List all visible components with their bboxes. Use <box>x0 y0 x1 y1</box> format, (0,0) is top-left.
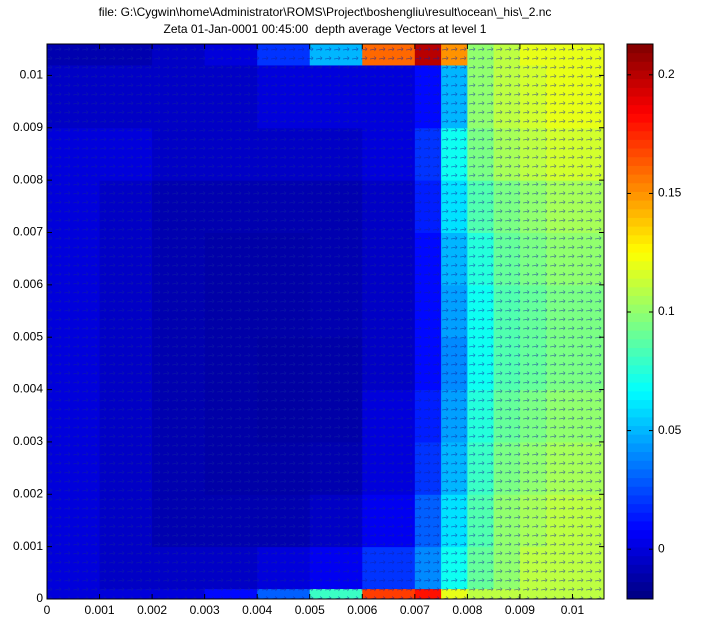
colorbar-box <box>626 43 654 600</box>
colorbar-swatch <box>627 208 653 218</box>
colorbar-swatch <box>627 174 653 184</box>
colorbar-swatch <box>627 200 653 210</box>
y-tick-label: 0.002 <box>13 486 43 500</box>
colorbar-swatch <box>627 347 653 357</box>
colorbar-tick-label: 0.2 <box>658 67 675 81</box>
colorbar-swatch <box>627 304 653 314</box>
colorbar-swatch <box>627 538 653 548</box>
colorbar-swatch <box>627 286 653 296</box>
colorbar-swatch <box>627 581 653 591</box>
colorbar-swatch <box>627 156 653 166</box>
colorbar-swatch <box>627 96 653 106</box>
colorbar-swatch <box>627 373 653 383</box>
y-tick-label: 0.004 <box>13 382 43 396</box>
y-tick-label: 0.001 <box>13 539 43 553</box>
colorbar-swatch <box>627 70 653 80</box>
y-tick-label: 0.008 <box>13 172 43 186</box>
colorbar-tick-label: 0.15 <box>658 186 682 200</box>
colorbar-swatch <box>627 78 653 88</box>
chart-subtitle: Zeta 01-Jan-0001 00:45:00 depth average … <box>164 22 487 36</box>
colorbar-swatch <box>627 87 653 97</box>
colorbar-swatch <box>627 416 653 427</box>
y-tick-label: 0.01 <box>20 68 44 82</box>
colorbar-swatch <box>627 278 653 288</box>
colorbar-swatch <box>627 520 653 531</box>
colorbar-swatch <box>627 460 653 470</box>
colorbar-swatch <box>627 165 653 175</box>
colorbar-swatch <box>627 529 653 539</box>
colorbar-tick-label: 0 <box>658 541 665 555</box>
colorbar-swatch <box>627 425 653 435</box>
colorbar-swatch <box>627 312 653 322</box>
colorbar-swatch <box>627 122 653 132</box>
y-tick-label: 0 <box>36 591 43 605</box>
colorbar-swatch <box>627 139 653 149</box>
colorbar-swatch <box>627 252 653 262</box>
y-tick-label: 0.007 <box>13 225 43 239</box>
x-tick-label: 0.002 <box>137 603 167 617</box>
colorbar-swatch <box>627 226 653 236</box>
colorbar-swatch <box>627 364 653 375</box>
colorbar-swatch <box>627 434 653 444</box>
chart-title: file: G:\Cygwin\home\Administrator\ROMS\… <box>99 5 552 19</box>
y-tick-label: 0.009 <box>13 120 43 134</box>
colorbar-swatch <box>627 243 653 253</box>
colorbar-swatch <box>627 399 653 409</box>
colorbar-swatch <box>627 356 653 366</box>
colorbar-swatch <box>627 148 653 158</box>
colorbar-swatch <box>627 590 653 600</box>
colorbar-swatch <box>627 555 653 565</box>
x-tick-label: 0.008 <box>452 603 482 617</box>
colorbar-tick-label: 0.05 <box>658 423 682 437</box>
colorbar-swatch <box>627 130 653 140</box>
y-tick-label: 0.006 <box>13 277 43 291</box>
colorbar-swatch <box>627 330 653 340</box>
colorbar-swatch <box>627 390 653 401</box>
colorbar-tick-label: 0.1 <box>658 304 675 318</box>
colorbar-swatch <box>627 477 653 487</box>
colorbar-swatch <box>627 104 653 114</box>
colorbar-swatch <box>627 52 653 62</box>
y-tick-label: 0.003 <box>13 434 43 448</box>
x-tick-label: 0.003 <box>190 603 220 617</box>
colorbar-swatch <box>627 61 653 71</box>
colorbar-swatch <box>627 442 653 453</box>
vector-field <box>47 44 604 599</box>
colorbar-swatch <box>627 494 653 505</box>
colorbar-swatch <box>627 564 653 574</box>
colorbar-swatch <box>627 217 653 227</box>
colorbar-swatch <box>627 512 653 522</box>
colorbar-swatch <box>627 234 653 244</box>
x-tick-label: 0.001 <box>85 603 115 617</box>
colorbar-swatch <box>627 182 653 192</box>
x-tick-label: 0.009 <box>505 603 535 617</box>
colorbar-swatch <box>627 408 653 418</box>
x-tick-label: 0.01 <box>561 603 585 617</box>
x-tick-label: 0 <box>44 603 51 617</box>
x-tick-label: 0.007 <box>400 603 430 617</box>
colorbar-swatch <box>627 321 653 331</box>
colorbar-swatch <box>627 260 653 270</box>
x-tick-label: 0.004 <box>242 603 272 617</box>
x-tick-label: 0.005 <box>295 603 325 617</box>
y-tick-label: 0.005 <box>13 329 43 343</box>
colorbar-swatch <box>627 338 653 349</box>
colorbar-swatch <box>627 295 653 305</box>
colorbar-swatch <box>627 382 653 392</box>
colorbar-swatch <box>627 451 653 461</box>
colorbar-swatch <box>627 468 653 479</box>
x-tick-label: 0.006 <box>347 603 377 617</box>
colorbar-swatch <box>627 113 653 123</box>
colorbar-swatch <box>627 572 653 583</box>
colorbar-swatch <box>627 269 653 279</box>
colorbar-swatch <box>627 546 653 557</box>
colorbar-swatch <box>627 503 653 513</box>
axes-box <box>46 43 605 600</box>
colorbar-swatch <box>627 44 653 54</box>
colorbar-swatch <box>627 191 653 201</box>
colorbar-swatch <box>627 486 653 496</box>
